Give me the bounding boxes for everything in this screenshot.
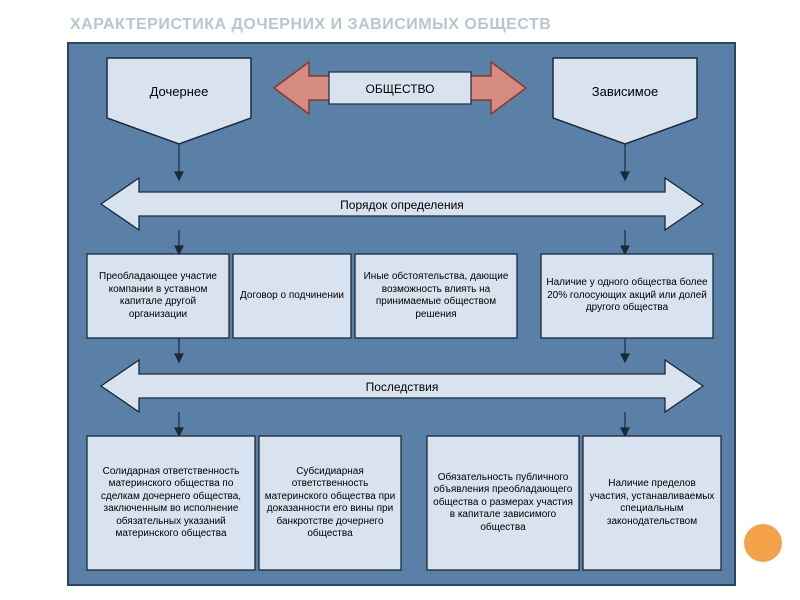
diagram-svg: Дочернее Зависимое ОБЩЕСТВО [69, 44, 734, 584]
svg-text:Зависимое: Зависимое [592, 84, 658, 99]
svg-text:Последствия: Последствия [366, 380, 439, 394]
decorative-dot [744, 524, 782, 562]
svg-text:Дочернее: Дочернее [150, 84, 209, 99]
svg-text:Порядок определения: Порядок определения [340, 198, 464, 212]
slide-title: ХАРАКТЕРИСТИКА ДОЧЕРНИХ И ЗАВИСИМЫХ ОБЩЕ… [70, 16, 551, 34]
diagram-canvas: Дочернее Зависимое ОБЩЕСТВО [67, 42, 736, 586]
row1 [87, 254, 713, 338]
svg-text:ОБЩЕСТВО: ОБЩЕСТВО [366, 82, 435, 96]
